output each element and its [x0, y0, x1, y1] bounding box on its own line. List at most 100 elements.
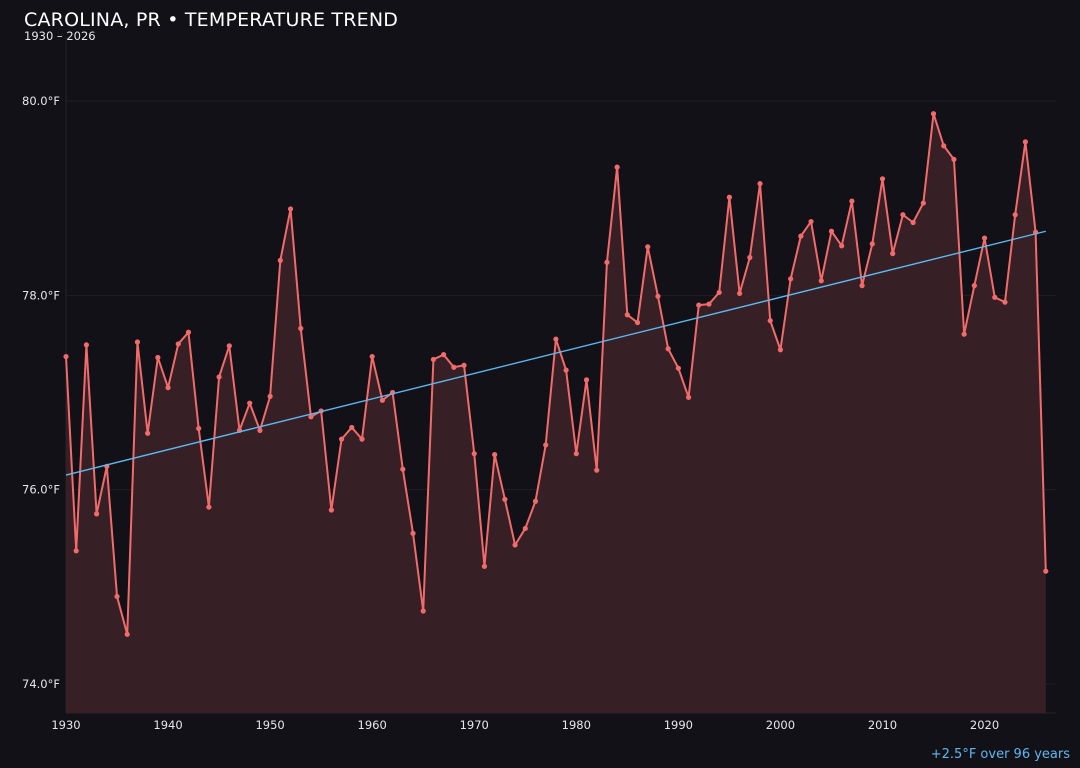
data-point — [369, 353, 375, 360]
data-point — [1043, 568, 1049, 574]
data-point — [134, 339, 141, 345]
x-tick-label: 1990 — [664, 718, 693, 732]
data-point — [430, 356, 437, 363]
data-point — [420, 608, 426, 614]
y-tick-label: 80.0°F — [22, 94, 60, 108]
data-point — [492, 452, 498, 458]
data-point — [1012, 212, 1018, 218]
data-point — [94, 511, 100, 517]
data-point — [655, 293, 661, 299]
x-tick-label: 2010 — [868, 718, 897, 732]
x-tick-label: 2020 — [970, 718, 999, 732]
data-point — [808, 218, 814, 225]
data-point — [981, 235, 988, 241]
data-point — [226, 343, 232, 349]
data-point — [1022, 139, 1028, 145]
data-point — [257, 427, 263, 433]
data-point — [512, 542, 518, 548]
data-point — [583, 377, 590, 383]
data-point — [747, 254, 753, 261]
x-tick-label: 1930 — [51, 718, 80, 732]
data-point — [604, 259, 610, 265]
x-tick-label: 1970 — [460, 718, 489, 732]
data-point — [879, 176, 886, 182]
data-point — [941, 143, 947, 149]
data-point — [114, 593, 120, 600]
data-point — [716, 289, 722, 296]
data-point — [196, 425, 202, 432]
data-point — [63, 353, 69, 360]
data-point — [308, 414, 314, 420]
data-point — [522, 525, 528, 532]
data-point — [175, 341, 181, 347]
data-point — [441, 352, 447, 358]
data-point — [634, 319, 641, 326]
data-point — [869, 241, 875, 247]
data-point — [930, 111, 937, 117]
data-point — [185, 329, 192, 335]
data-point — [543, 442, 549, 448]
data-point — [951, 156, 957, 162]
data-point — [400, 466, 406, 472]
data-point — [124, 631, 130, 637]
data-point — [481, 563, 488, 569]
data-point — [961, 331, 967, 337]
data-point — [359, 436, 365, 442]
data-point — [471, 451, 477, 457]
data-point — [594, 467, 600, 473]
data-point — [216, 374, 222, 380]
data-point — [910, 219, 916, 226]
data-point — [798, 233, 804, 239]
data-point — [685, 394, 692, 400]
data-point — [818, 278, 824, 284]
data-point — [553, 336, 559, 342]
data-point — [900, 212, 906, 218]
data-point — [675, 365, 681, 371]
area-fill — [66, 113, 1046, 714]
data-point — [992, 294, 998, 300]
data-point — [645, 244, 651, 250]
data-point — [696, 302, 702, 308]
data-point — [532, 498, 539, 504]
data-point — [737, 290, 743, 297]
data-point — [890, 250, 896, 257]
data-point — [573, 451, 579, 457]
data-point — [614, 164, 620, 170]
data-point — [624, 312, 630, 318]
data-point — [757, 181, 763, 187]
data-point — [461, 362, 467, 368]
data-point — [83, 342, 90, 348]
data-point — [155, 354, 161, 361]
x-tick-label: 1950 — [255, 718, 284, 732]
data-point — [338, 436, 345, 442]
data-point — [165, 385, 171, 391]
data-point — [451, 364, 457, 370]
data-point — [145, 430, 151, 436]
data-point — [298, 325, 304, 331]
data-point — [767, 318, 773, 324]
data-point — [839, 243, 845, 249]
data-point — [206, 504, 212, 510]
x-tick-label: 1960 — [358, 718, 387, 732]
data-point — [247, 400, 253, 406]
data-point — [410, 530, 416, 536]
trend-annotation: +2.5°F over 96 years — [930, 747, 1070, 762]
data-point — [859, 283, 865, 289]
y-tick-label: 74.0°F — [22, 677, 60, 691]
data-point — [706, 301, 712, 307]
data-point — [267, 393, 273, 399]
x-tick-label: 2000 — [766, 718, 795, 732]
data-point — [349, 424, 355, 431]
data-point — [920, 200, 926, 206]
data-point — [287, 206, 294, 212]
data-point — [379, 397, 385, 403]
data-point — [1002, 299, 1008, 305]
trend-line — [65, 230, 1046, 476]
data-point — [73, 548, 79, 554]
data-point — [849, 198, 855, 204]
data-point — [788, 276, 794, 282]
data-point — [328, 507, 334, 513]
data-point — [277, 257, 283, 263]
data-point — [726, 194, 733, 200]
data-point — [828, 228, 835, 234]
